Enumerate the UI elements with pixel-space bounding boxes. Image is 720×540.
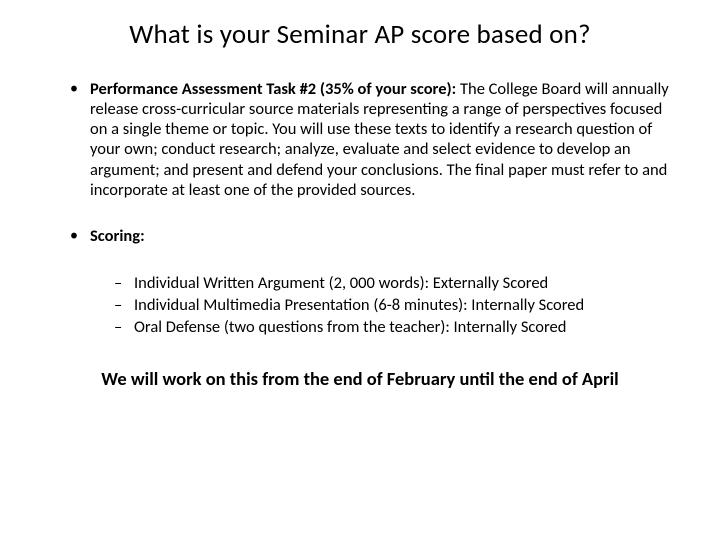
sub-bullet-item: Individual Written Argument (2, 000 word… [114, 272, 670, 294]
bullet-lead: Performance Assessment Task #2 (35% of y… [90, 79, 456, 99]
slide-title: What is your Seminar AP score based on? [50, 18, 670, 51]
bullet-item: Performance Assessment Task #2 (35% of y… [70, 79, 670, 200]
closing-statement: We will work on this from the end of Feb… [50, 367, 670, 390]
sub-bullet-item: Oral Defense (two questions from the tea… [114, 316, 670, 338]
bullet-item: Scoring: Individual Written Argument (2,… [70, 226, 670, 339]
sub-bullet-list: Individual Written Argument (2, 000 word… [90, 272, 670, 339]
sub-bullet-item: Individual Multimedia Presentation (6-8 … [114, 294, 670, 316]
bullet-list: Performance Assessment Task #2 (35% of y… [50, 79, 670, 339]
bullet-lead: Scoring: [90, 226, 145, 246]
